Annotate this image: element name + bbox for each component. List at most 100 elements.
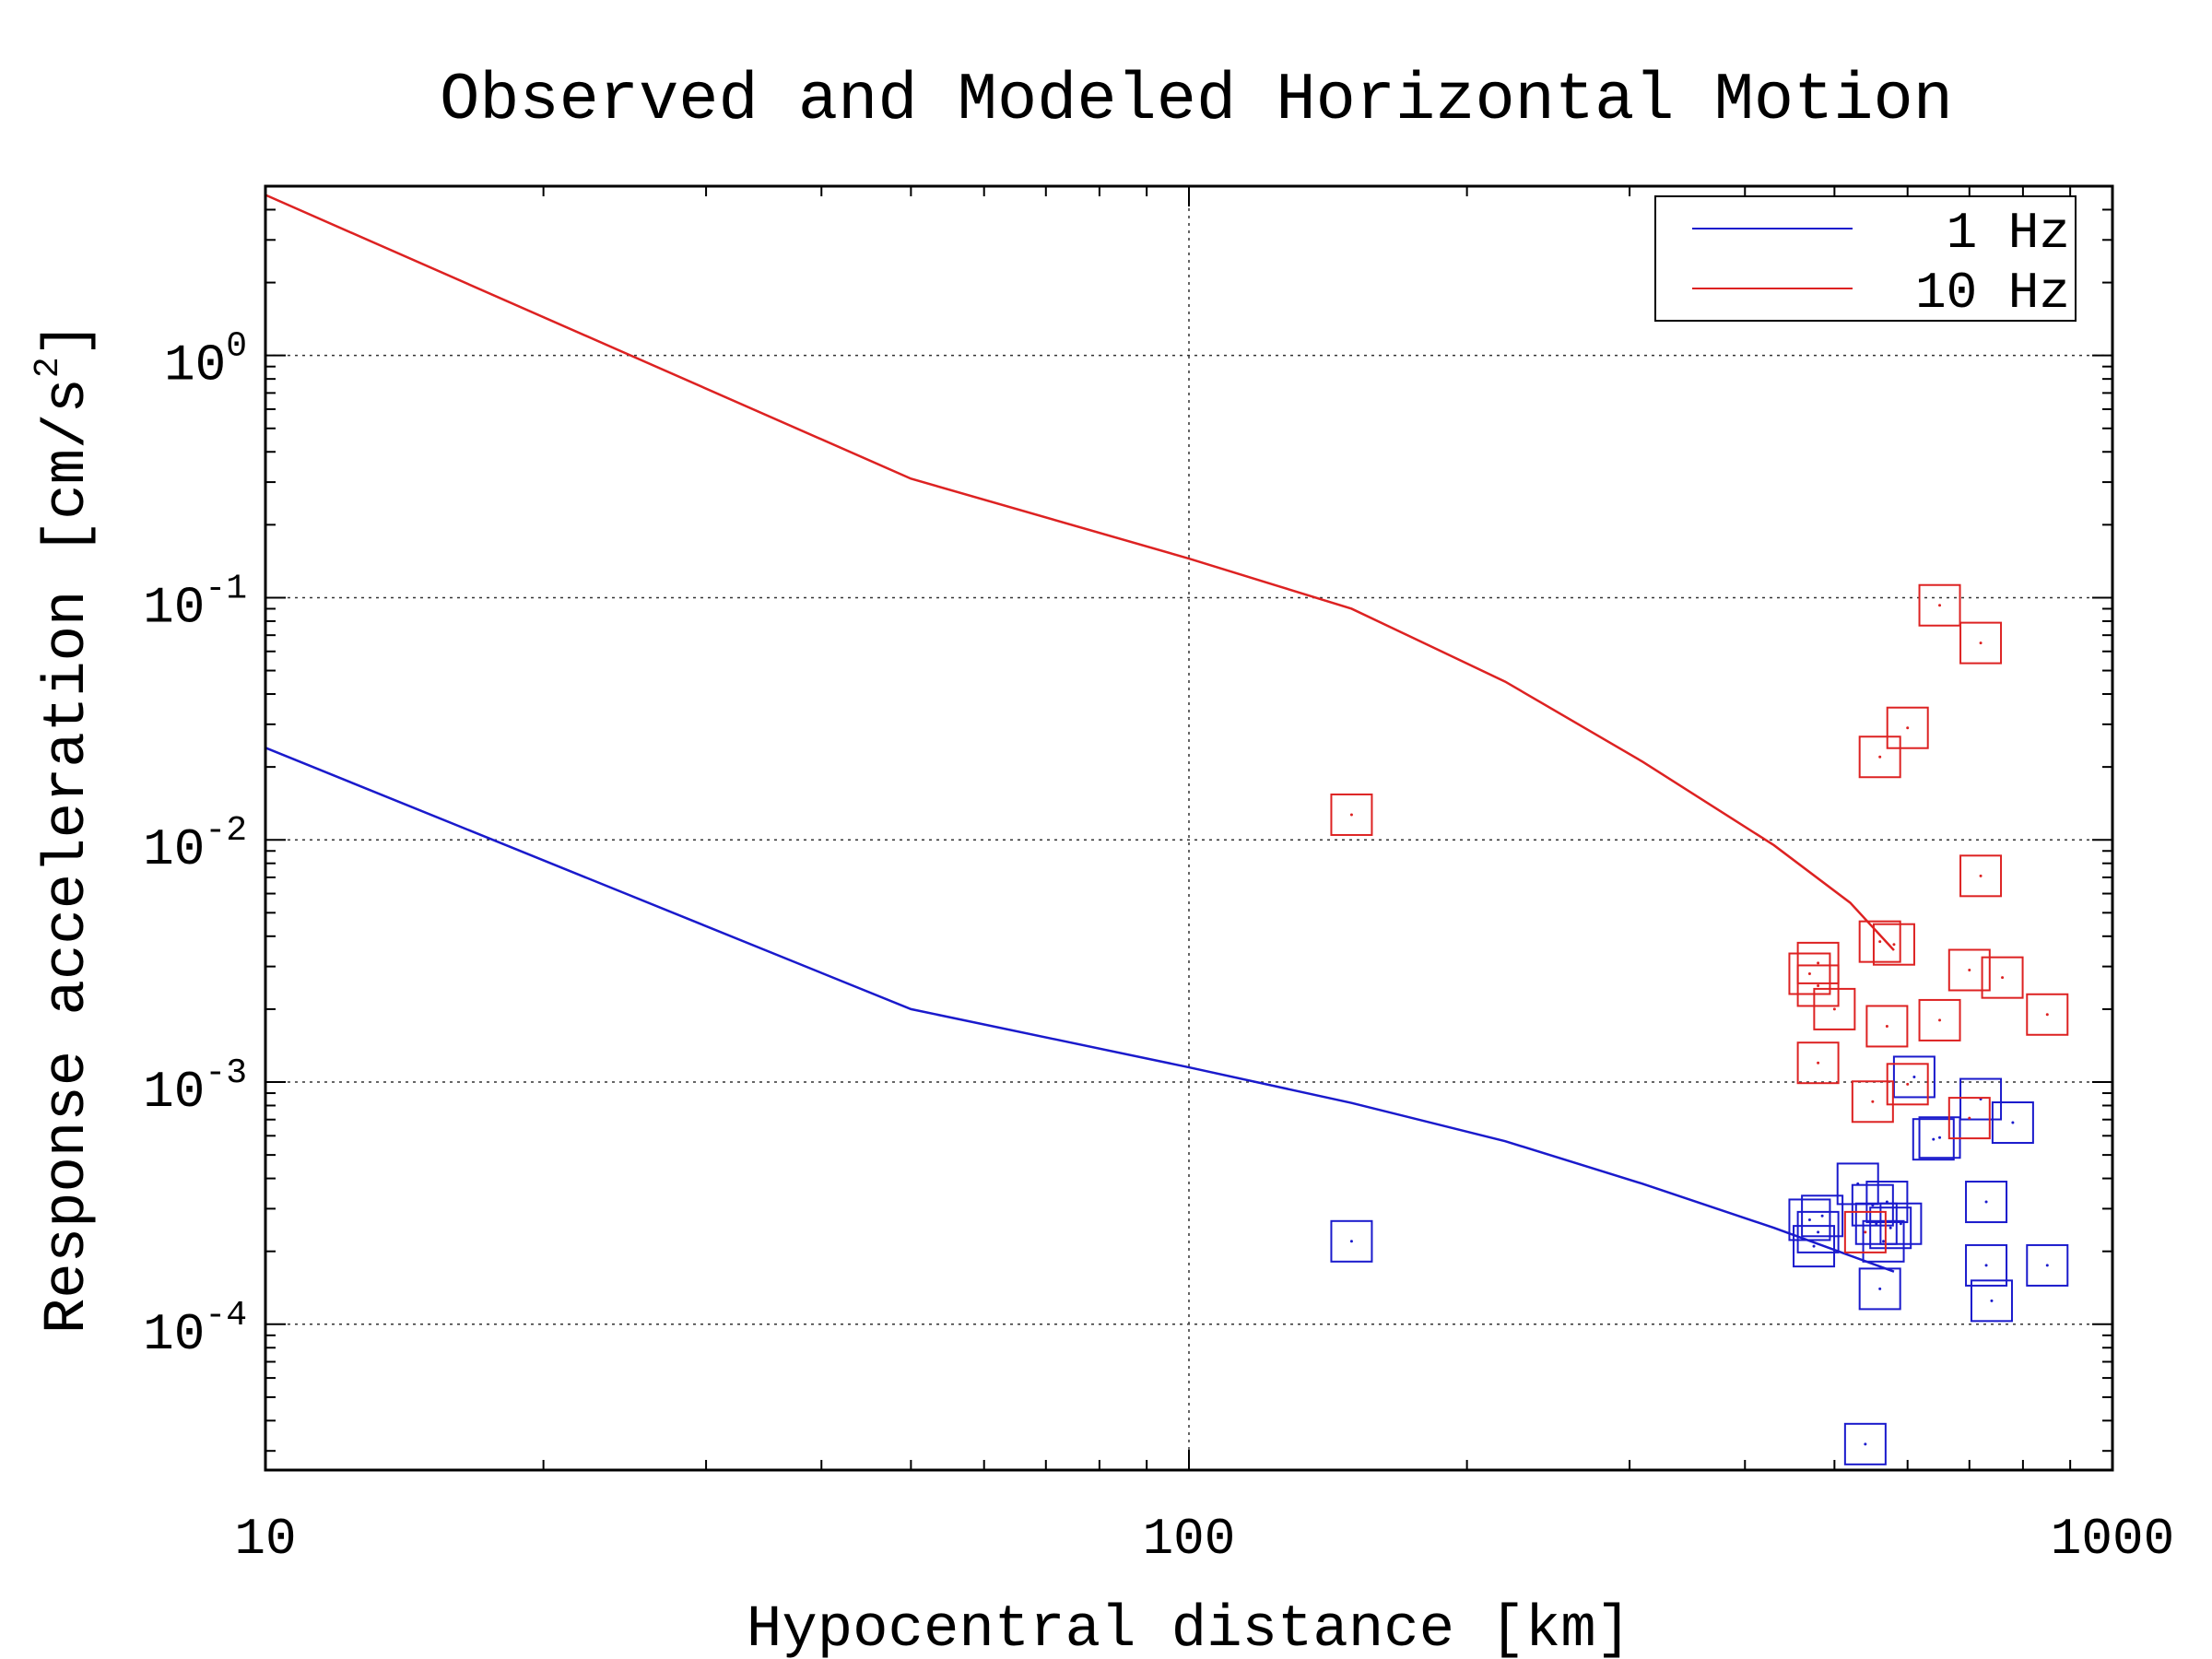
y-axis-label-suffix: ] — [35, 322, 101, 357]
observed-point-center-10hz — [1938, 1018, 1942, 1022]
observed-point-1hz — [1858, 1267, 1901, 1311]
x-tick-labels: 10 100 1000 — [234, 1510, 2174, 1569]
observed-point-center-10hz — [1817, 1061, 1820, 1065]
observed-point-center-10hz — [1968, 1116, 1971, 1120]
chart-title: Observed and Modeled Horizontal Motion — [440, 63, 1953, 138]
y-tick-label: 10-1 — [143, 569, 247, 637]
y-tick-exponent: -2 — [205, 811, 247, 851]
x-tick-label: 1000 — [2051, 1510, 2174, 1569]
observed-point-1hz — [1801, 1194, 1844, 1238]
observed-point-1hz — [1793, 1225, 1836, 1268]
y-tick-exponent: -4 — [205, 1296, 247, 1335]
observed-point-center-10hz — [1878, 755, 1882, 759]
observed-point-10hz — [1886, 1063, 1929, 1106]
legend-label-1hz: 1 Hz — [1947, 204, 2070, 263]
x-axis-label: Hypocentral distance [km] — [747, 1597, 1631, 1659]
observed-point-1hz — [1912, 1118, 1955, 1161]
observed-point-10hz — [1872, 923, 1915, 966]
observed-point-center-1hz — [1864, 1442, 1867, 1446]
observed-point-1hz — [1788, 1198, 1831, 1241]
y-tick-base: 10 — [143, 578, 205, 637]
observed-point-center-10hz — [2045, 1013, 2049, 1017]
observed-point-10hz — [1865, 1005, 1909, 1048]
model-line-1hz — [265, 747, 1895, 1273]
observed-point-center-10hz — [1807, 972, 1811, 976]
observed-point-10hz — [1858, 920, 1901, 963]
observed-point-center-1hz — [1349, 1240, 1353, 1243]
series-layer — [265, 194, 2069, 1465]
observed-point-10hz — [1959, 621, 2003, 665]
observed-point-center-1hz — [2045, 1264, 2049, 1267]
observed-point-1hz — [1843, 1422, 1887, 1465]
observed-point-1hz — [1330, 1219, 1373, 1263]
observed-point-10hz — [1788, 952, 1831, 995]
y-tick-label: 100 — [164, 327, 247, 395]
observed-point-10hz — [1959, 854, 2003, 898]
observed-point-center-1hz — [1984, 1200, 1988, 1204]
observed-point-1hz — [1862, 1219, 1905, 1263]
observed-point-1hz — [1991, 1101, 2034, 1145]
observed-point-center-10hz — [1968, 969, 1971, 972]
observed-point-10hz — [2026, 993, 2069, 1036]
observed-point-10hz — [1851, 1080, 1894, 1124]
observed-point-center-1hz — [1871, 1204, 1875, 1207]
observed-point-center-1hz — [2011, 1121, 2015, 1124]
observed-point-10hz — [1858, 735, 1901, 779]
axis-ticks — [265, 185, 2112, 1470]
observed-point-10hz — [1813, 987, 1856, 1030]
observed-point-1hz — [1965, 1181, 2008, 1224]
observed-point-1hz — [1879, 1202, 1923, 1245]
observed-point-10hz — [1981, 956, 2024, 999]
observed-point-center-1hz — [1812, 1244, 1816, 1248]
y-tick-exponent: -1 — [205, 569, 247, 608]
observed-point-center-10hz — [2001, 976, 2005, 980]
model-line-10hz — [265, 194, 1895, 951]
observed-point-10hz — [1947, 948, 1991, 992]
observed-point-center-1hz — [1878, 1287, 1882, 1290]
observed-point-center-1hz — [1912, 1075, 1916, 1078]
y-tick-base: 10 — [143, 820, 205, 879]
observed-point-center-10hz — [1817, 983, 1820, 987]
observed-point-center-10hz — [1938, 604, 1942, 607]
observed-point-center-1hz — [1990, 1299, 1994, 1302]
observed-point-10hz — [1796, 1041, 1840, 1085]
legend-label-10hz: 10 Hz — [1915, 264, 2070, 323]
observed-point-center-1hz — [1882, 1240, 1886, 1243]
observed-point-center-10hz — [1878, 940, 1882, 944]
observed-point-10hz — [1918, 998, 1961, 1041]
observed-point-center-1hz — [1820, 1214, 1824, 1218]
series-1hz — [265, 747, 2069, 1465]
observed-point-10hz — [1330, 793, 1373, 836]
observed-point-center-10hz — [1906, 726, 1910, 730]
observed-point-center-10hz — [1906, 1082, 1910, 1086]
observed-point-center-1hz — [1807, 1218, 1811, 1221]
observed-point-1hz — [2026, 1243, 2069, 1287]
observed-point-center-1hz — [1817, 1230, 1820, 1234]
observed-point-center-10hz — [1817, 961, 1820, 965]
legend-box — [1654, 195, 2077, 322]
y-tick-base: 10 — [164, 336, 226, 395]
observed-point-10hz — [1843, 1210, 1887, 1253]
observed-point-center-1hz — [1932, 1137, 1936, 1141]
y-tick-label: 10-4 — [143, 1296, 247, 1364]
observed-point-center-10hz — [1979, 641, 1983, 645]
x-tick-label: 100 — [1143, 1510, 1236, 1569]
y-tick-label: 10-2 — [143, 811, 247, 879]
y-axis-label-superscript: 2 — [29, 357, 68, 378]
observed-point-1hz — [1959, 1077, 2003, 1121]
observed-point-1hz — [1869, 1206, 1912, 1250]
y-axis-label-main: Response acceleration [cm/s — [35, 378, 101, 1334]
observed-point-center-10hz — [1864, 1230, 1867, 1234]
y-tick-base: 10 — [143, 1063, 205, 1122]
observed-point-center-10hz — [1892, 943, 1896, 947]
observed-point-1hz — [1854, 1202, 1898, 1245]
observed-point-center-10hz — [1832, 1007, 1836, 1011]
observed-point-10hz — [1886, 706, 1929, 749]
observed-point-center-1hz — [1888, 1226, 1892, 1230]
observed-point-1hz — [1965, 1243, 2008, 1287]
observed-point-center-10hz — [1349, 813, 1353, 817]
observed-point-1hz — [1865, 1181, 1909, 1224]
observed-point-center-1hz — [1938, 1135, 1942, 1139]
